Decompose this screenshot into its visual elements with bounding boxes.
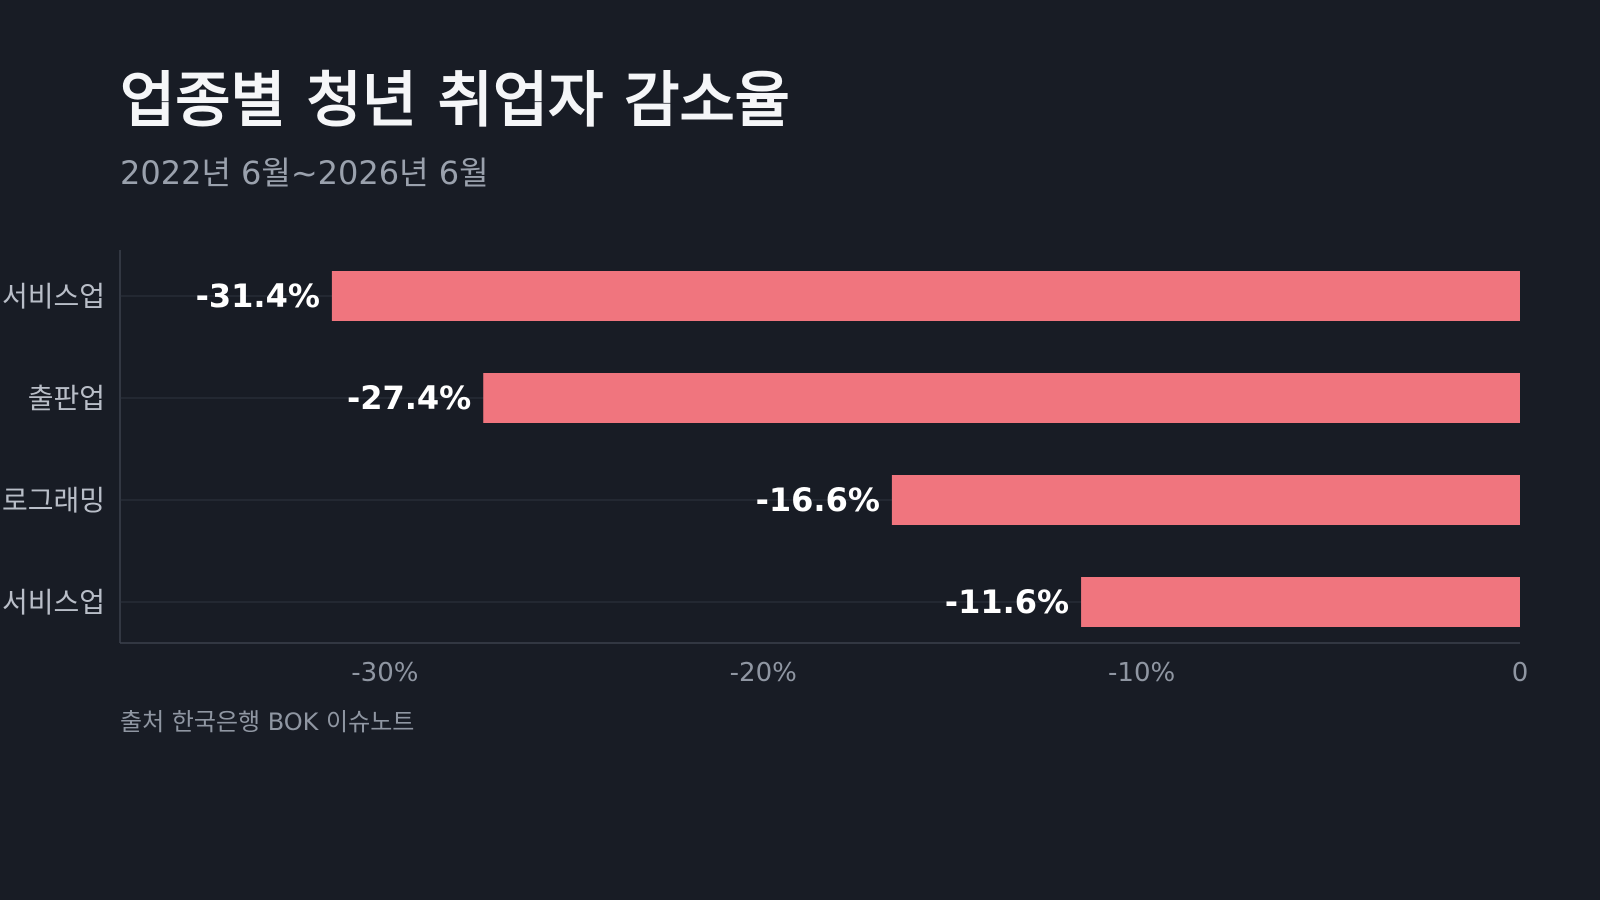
- category-label: 출판업: [28, 382, 105, 415]
- x-tick-label: 0: [1512, 658, 1529, 688]
- chart-subtitle: 2022년 6월~2026년 6월: [120, 154, 489, 192]
- bar: [483, 373, 1520, 423]
- chart-title: 업종별 청년 취업자 감소율: [120, 66, 790, 136]
- value-label: -31.4%: [196, 277, 320, 315]
- x-tick-label: -30%: [351, 658, 418, 688]
- category-label: 서비스업: [2, 586, 105, 619]
- category-label: 로그래밍: [2, 484, 105, 517]
- x-tick-label: -20%: [730, 658, 797, 688]
- source-note: 출처 한국은행 BOK 이슈노트: [120, 708, 415, 736]
- category-label: 서비스업: [2, 280, 105, 313]
- value-label: -16.6%: [756, 481, 880, 519]
- value-label: -11.6%: [945, 583, 1069, 621]
- bar: [1081, 577, 1520, 627]
- bar: [331, 271, 1521, 321]
- bar: [891, 475, 1520, 525]
- value-label: -27.4%: [347, 379, 471, 417]
- x-tick-label: -10%: [1108, 658, 1175, 688]
